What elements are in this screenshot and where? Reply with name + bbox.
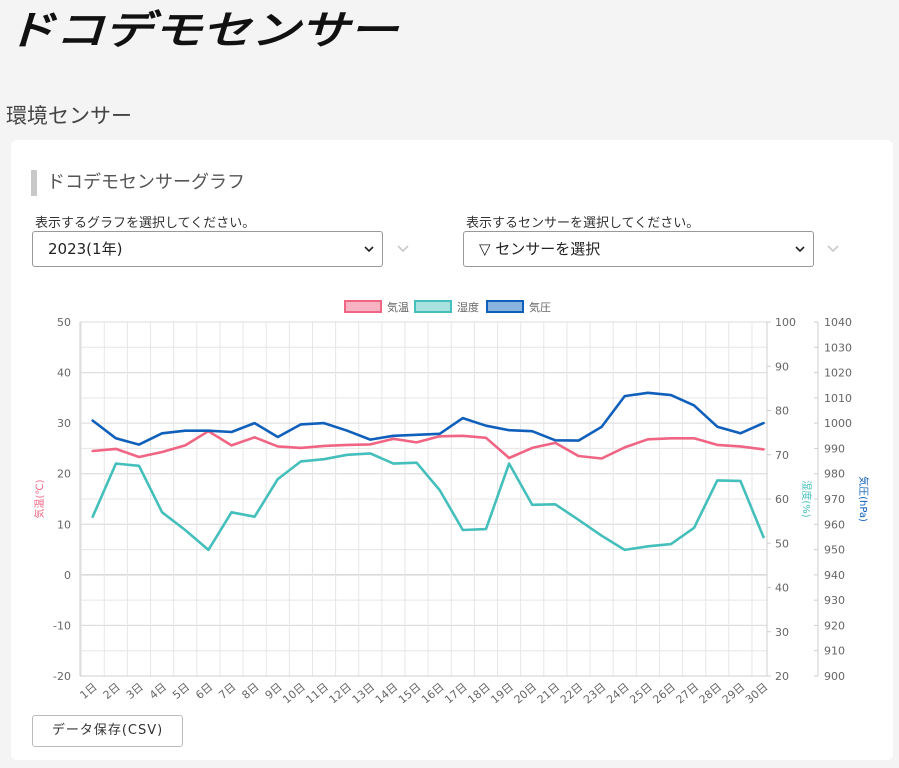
- sensor-select-value: ▽ センサーを選択: [479, 240, 601, 258]
- logo-text: ドコデモセンサー: [6, 8, 400, 52]
- chevron-down-icon: [364, 246, 374, 253]
- logo: ドコデモセンサー: [6, 8, 400, 52]
- page-title: 環境センサー: [6, 104, 132, 128]
- graph-card: ドコデモセンサーグラフ 表示するグラフを選択してください。 2023(1年) 表…: [11, 140, 893, 760]
- graph-select-label: 表示するグラフを選択してください。: [35, 216, 256, 231]
- sensor-select-label: 表示するセンサーを選択してください。: [466, 216, 700, 231]
- chevron-down-icon: [827, 245, 839, 253]
- sensor-select[interactable]: ▽ センサーを選択: [463, 231, 814, 267]
- section-title: ドコデモセンサーグラフ: [31, 170, 245, 196]
- graph-select[interactable]: 2023(1年): [32, 231, 383, 267]
- chevron-down-icon: [795, 246, 805, 253]
- chevron-down-icon: [397, 245, 409, 253]
- graph-select-value: 2023(1年): [48, 240, 123, 258]
- csv-save-button[interactable]: データ保存(CSV): [32, 715, 183, 747]
